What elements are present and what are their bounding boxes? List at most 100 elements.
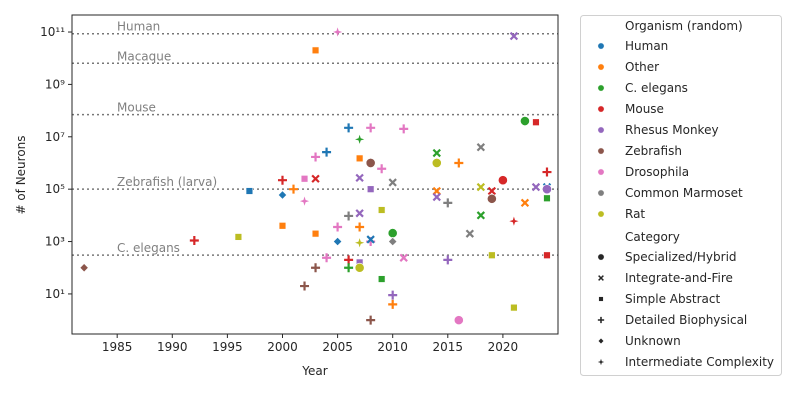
legend-swatch-icon [597, 42, 605, 50]
plus-marker-icon [597, 316, 605, 324]
star-marker-icon [597, 358, 605, 366]
x-marker-icon [598, 275, 604, 281]
data-point-other-plus [355, 222, 365, 232]
plot-frame [71, 14, 559, 335]
legend-item-category: Intermediate Complexity [597, 355, 774, 369]
data-point-rhesus-monkey-plus [388, 290, 398, 300]
data-point-drosophila-plus [399, 124, 409, 134]
x-tick-label: 1990 [157, 340, 188, 354]
legend-swatch-icon [597, 147, 605, 155]
legend-swatch-icon [597, 168, 605, 176]
data-point-drosophila-plus [311, 152, 321, 162]
reference-line-label: Human [117, 20, 160, 34]
data-point-c-elegans-circle [387, 228, 398, 239]
data-point-mouse-circle [497, 175, 508, 186]
data-point-c-elegans-square [377, 275, 386, 283]
data-point-c-elegans-star [355, 134, 365, 144]
legend-label: Mouse [625, 102, 664, 116]
square-marker-icon [598, 296, 604, 302]
y-tick-label: 10¹ [45, 287, 65, 301]
data-point-other-square [278, 222, 287, 230]
data-point-mouse-x [487, 186, 497, 196]
data-point-common-marmoset-x [388, 178, 397, 187]
data-points [79, 27, 552, 326]
data-point-zebrafish-diamond [79, 263, 89, 273]
data-point-c-elegans-circle [520, 116, 530, 126]
legend-item-organism: Mouse [597, 102, 664, 116]
data-point-rat-star [355, 238, 365, 248]
data-point-rhesus-monkey-x [509, 31, 519, 41]
legend-item-organism: Human [597, 39, 668, 53]
legend-label: Zebrafish [625, 144, 682, 158]
data-point-mouse-plus [277, 175, 287, 185]
data-point-rat-x [476, 182, 486, 192]
data-point-c-elegans-square [543, 194, 551, 202]
legend-item-organism: Rhesus Monkey [597, 123, 719, 137]
reference-line-label: Mouse [117, 101, 156, 115]
legend-item-category: Specialized/Hybrid [597, 250, 737, 264]
legend-frame [580, 15, 782, 376]
data-point-drosophila-plus [333, 222, 343, 232]
y-tick-label: 10¹¹ [40, 25, 65, 39]
data-point-human-plus [322, 147, 332, 157]
legend-label: Simple Abstract [625, 292, 720, 306]
legend-item-organism: Common Marmoset [597, 186, 743, 200]
data-point-drosophila-plus [377, 164, 387, 174]
legend-label: Intermediate Complexity [625, 355, 774, 369]
x-tick-label: 2005 [322, 340, 353, 354]
legend: Organism (random) Human Other C. elegans Mo… [580, 15, 782, 376]
data-point-rat-circle [354, 262, 365, 273]
data-point-c-elegans-plus [344, 263, 354, 273]
legend-label: Rhesus Monkey [625, 123, 719, 137]
data-point-human-diamond [332, 236, 343, 247]
x-tick-label: 2015 [433, 340, 464, 354]
data-point-drosophila-square [300, 175, 309, 183]
y-tick-label: 10⁵ [45, 182, 65, 196]
legend-label: Other [625, 60, 659, 74]
legend-label: C. elegans [625, 81, 688, 95]
data-point-zebrafish-circle [486, 193, 497, 204]
data-point-rhesus-monkey-x [355, 209, 364, 218]
y-tick-label: 10⁷ [45, 130, 65, 144]
data-point-c-elegans-x [476, 211, 486, 220]
data-point-other-plus [454, 158, 464, 168]
data-point-mouse-square [532, 118, 540, 126]
x-tick-label: 1995 [212, 340, 243, 354]
legend-item-organism: Drosophila [597, 165, 689, 179]
legend-label: Specialized/Hybrid [625, 250, 737, 264]
data-point-common-marmoset-plus [443, 198, 453, 208]
data-point-c-elegans-x [432, 148, 441, 158]
x-axis-label: Year [301, 364, 327, 378]
data-point-zebrafish-plus [300, 281, 310, 291]
data-point-mouse-plus [344, 255, 354, 265]
data-point-common-marmoset-x [476, 143, 486, 152]
reference-line-label: Zebrafish (larva) [117, 175, 217, 189]
data-point-other-square [311, 229, 320, 238]
legend-item-organism: Zebrafish [597, 144, 682, 158]
legend-swatch-icon [597, 63, 605, 71]
legend-label: Human [625, 39, 668, 53]
data-point-human-diamond [277, 190, 288, 200]
legend-item-category: Unknown [597, 334, 681, 348]
data-point-drosophila-plus [366, 123, 376, 133]
legend-category-title: Category [625, 230, 680, 244]
reference-lines: Human Macaque Mouse Zebrafish (larva) C. ele… [72, 20, 558, 256]
data-point-rat-square [377, 206, 386, 214]
y-tick-label: 10³ [45, 235, 65, 249]
data-point-other-square [355, 154, 364, 163]
reference-line-label: C. elegans [117, 241, 180, 255]
data-point-other-plus [289, 184, 299, 194]
circle-marker-icon [597, 253, 605, 261]
legend-item-category: Integrate-and-Fire [598, 271, 733, 285]
data-point-rat-square [510, 303, 518, 312]
data-point-mouse-square [543, 251, 551, 259]
y-tick-label: 10⁹ [45, 77, 65, 91]
legend-label: Rat [625, 207, 645, 221]
data-point-rat-square [234, 233, 243, 241]
legend-label: Common Marmoset [625, 186, 743, 200]
data-point-rhesus-monkey-square [366, 185, 375, 193]
legend-label: Unknown [625, 334, 681, 348]
data-point-rhesus-monkey-x [432, 192, 441, 202]
data-point-drosophila-circle [453, 315, 464, 326]
